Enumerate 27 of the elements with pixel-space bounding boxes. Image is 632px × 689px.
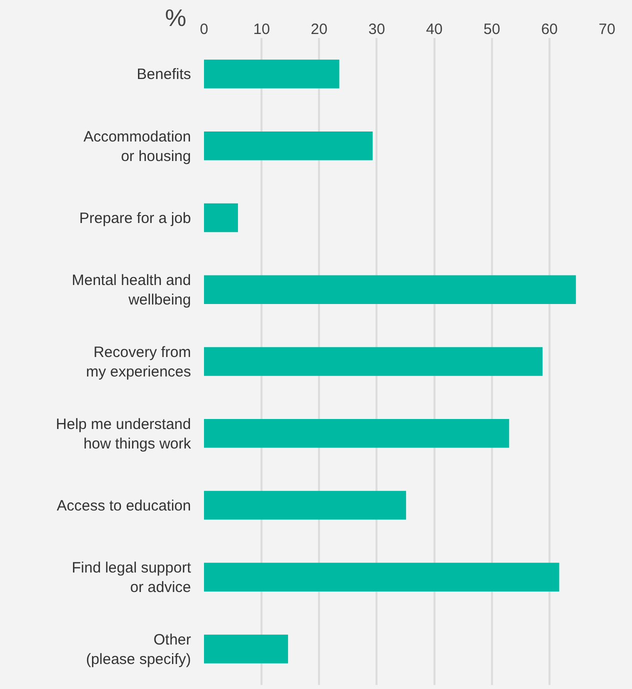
y-tick-label: Help me understand how things work — [56, 416, 192, 452]
y-tick-label: Other (please specify) — [86, 632, 192, 668]
x-axis-title: % — [165, 5, 186, 32]
bar — [204, 562, 560, 592]
y-tick-label: Benefits — [136, 66, 191, 84]
bar — [204, 60, 340, 88]
y-tick-label: Prepare for a job — [79, 210, 191, 227]
bar — [204, 131, 373, 160]
y-tick-label: Recovery from my experiences — [86, 344, 191, 380]
bar — [204, 203, 238, 232]
bar — [204, 419, 510, 448]
y-tick-label: Find legal support or advice — [72, 560, 192, 596]
x-tick-label: 10 — [253, 21, 270, 38]
y-tick-label: Accommodation or housing — [83, 128, 191, 165]
x-tick-label: 70 — [598, 21, 616, 38]
x-tick-label: 20 — [310, 21, 328, 38]
y-tick-label: Access to education — [56, 498, 191, 515]
y-tick-label: Mental health and wellbeing — [72, 272, 191, 309]
x-tick-label: 50 — [484, 21, 500, 38]
x-tick-label: 60 — [541, 21, 558, 38]
x-tick-label: 30 — [368, 21, 386, 38]
bar — [204, 490, 406, 520]
x-tick-label: 40 — [426, 21, 443, 38]
bar — [204, 634, 288, 664]
bar — [204, 275, 576, 304]
bar — [204, 347, 543, 376]
x-tick-label: 0 — [200, 21, 208, 38]
